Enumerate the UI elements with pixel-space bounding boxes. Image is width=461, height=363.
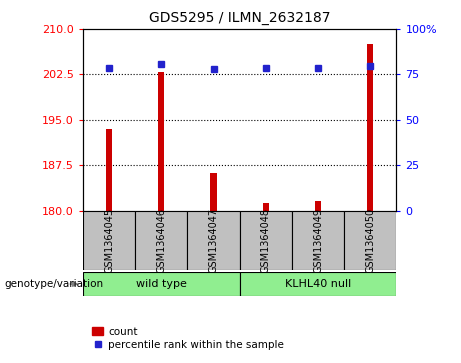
Bar: [240, 272, 396, 296]
Bar: [106, 129, 112, 211]
Text: genotype/variation: genotype/variation: [5, 279, 104, 289]
Bar: [344, 211, 396, 270]
Text: GSM1364048: GSM1364048: [261, 208, 271, 273]
Text: GSM1364045: GSM1364045: [104, 208, 114, 273]
Text: GSM1364047: GSM1364047: [208, 208, 219, 273]
Bar: [367, 44, 373, 211]
Text: GSM1364049: GSM1364049: [313, 208, 323, 273]
Bar: [292, 211, 344, 270]
Bar: [158, 72, 165, 211]
Bar: [315, 201, 321, 211]
Text: GSM1364050: GSM1364050: [365, 208, 375, 273]
Text: wild type: wild type: [136, 279, 187, 289]
Bar: [211, 173, 217, 211]
Legend: count, percentile rank within the sample: count, percentile rank within the sample: [88, 323, 288, 354]
Text: GSM1364046: GSM1364046: [156, 208, 166, 273]
Title: GDS5295 / ILMN_2632187: GDS5295 / ILMN_2632187: [149, 11, 331, 25]
Bar: [240, 211, 292, 270]
Text: KLHL40 null: KLHL40 null: [285, 279, 351, 289]
Bar: [135, 211, 188, 270]
Bar: [83, 272, 240, 296]
Bar: [83, 211, 135, 270]
Bar: [188, 211, 240, 270]
Bar: [263, 203, 269, 211]
